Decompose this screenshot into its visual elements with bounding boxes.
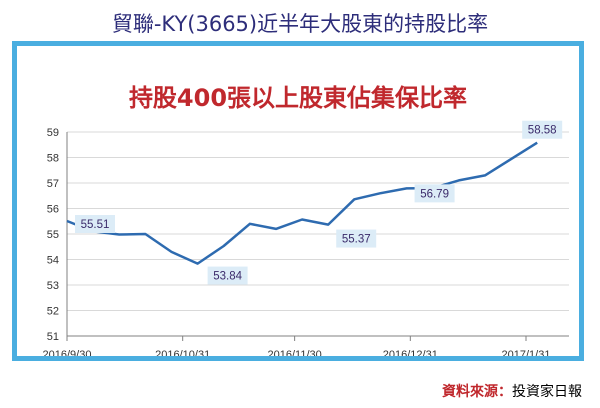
line-chart: 51 52 53 54 55 56 57 58 59 2016/9/30 2016/10/31 201… <box>43 120 569 356</box>
y-tick-label: 51 <box>47 331 59 343</box>
source-name: 投資家日報 <box>512 384 582 400</box>
data-label: 58.58 <box>528 125 557 137</box>
y-tick-label: 53 <box>47 280 59 292</box>
x-tick-label: 2016/10/31 <box>155 349 210 356</box>
y-tick-label: 54 <box>47 255 59 267</box>
y-tick-label: 57 <box>47 178 59 190</box>
x-tick-label: 2016/9/30 <box>43 349 92 356</box>
x-tick-label: 2016/11/30 <box>268 349 322 356</box>
y-tick-label: 58 <box>47 153 59 165</box>
data-label: 53.84 <box>213 271 242 283</box>
data-label: 55.51 <box>81 219 110 231</box>
data-label-box <box>207 266 248 285</box>
y-tick-label: 56 <box>47 204 59 216</box>
y-tick-label: 55 <box>47 229 59 241</box>
y-tick-label: 52 <box>47 306 59 318</box>
chart-frame: 持股400張以上股東佔集保比率 51 52 53 54 55 56 57 58 59 2016/9… <box>12 41 584 361</box>
source-label: 資料來源： <box>442 384 512 400</box>
x-tick-label: 2016/12/31 <box>383 349 438 356</box>
page-title: 貿聯-KY(3665)近半年大股東的持股比率 <box>111 12 489 36</box>
y-tick-label: 59 <box>47 127 59 139</box>
data-label-box <box>522 120 563 139</box>
data-label: 56.79 <box>420 188 449 200</box>
data-label-box <box>336 229 377 248</box>
source-note: 資料來源：投資家日報 <box>442 381 582 401</box>
data-label-box <box>414 184 455 203</box>
chart-title: 持股400張以上股東佔集保比率 <box>128 84 468 112</box>
series-line <box>66 141 538 265</box>
data-label: 55.37 <box>342 234 371 246</box>
x-tick-label: 2017/1/31 <box>502 349 551 356</box>
data-label-box <box>75 214 115 233</box>
